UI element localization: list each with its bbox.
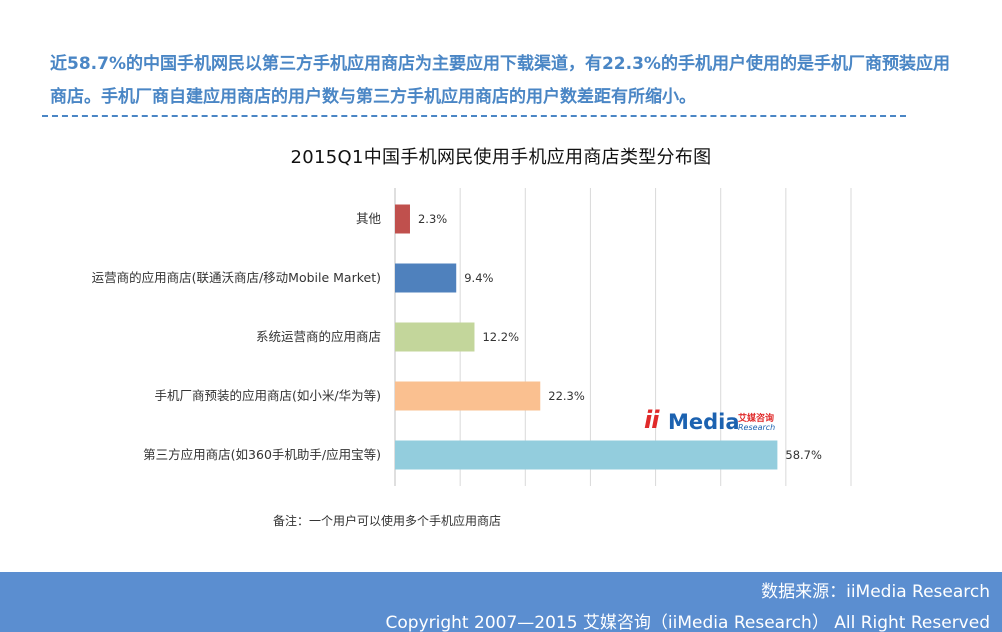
logo-media-text: Media xyxy=(668,410,740,434)
headline-text: 近58.7%的中国手机网民以第三方手机应用商店为主要应用下载渠道，有22.3%的… xyxy=(50,54,950,107)
chart-note: 备注：一个用户可以使用多个手机应用商店 xyxy=(273,514,502,528)
logo-research-text: Research xyxy=(738,423,776,432)
value-label: 58.7% xyxy=(785,448,822,462)
copyright: Copyright 2007—2015 艾媒咨询（iiMedia Researc… xyxy=(385,613,990,632)
bar xyxy=(395,263,457,293)
value-label: 22.3% xyxy=(548,389,585,403)
category-label: 运营商的应用商店(联通沃商店/移动Mobile Market) xyxy=(92,270,381,285)
value-label: 9.4% xyxy=(464,271,493,285)
bar xyxy=(395,440,778,470)
category-label: 第三方应用商店(如360手机助手/应用宝等) xyxy=(143,447,381,462)
logo-ii-text: ii xyxy=(644,406,659,434)
category-label: 系统运营商的应用商店 xyxy=(256,329,381,344)
data-source: 数据来源：iiMedia Research xyxy=(761,582,990,602)
category-label: 其他 xyxy=(356,211,382,226)
bar xyxy=(395,204,410,234)
iimedia-logo: ii Media 艾媒咨询 Research xyxy=(644,404,784,440)
dashed-divider xyxy=(42,115,906,117)
bar xyxy=(395,381,541,411)
chart-title: 2015Q1中国手机网民使用手机应用商店类型分布图 xyxy=(290,147,712,168)
category-label: 手机厂商预装的应用商店(如小米/华为等) xyxy=(155,388,381,403)
footer-bar: 数据来源：iiMedia Research Copyright 2007—201… xyxy=(0,572,1002,632)
value-label: 12.2% xyxy=(482,330,519,344)
value-label: 2.3% xyxy=(418,212,447,226)
bar xyxy=(395,322,475,352)
logo-cn-text: 艾媒咨询 xyxy=(738,414,775,424)
